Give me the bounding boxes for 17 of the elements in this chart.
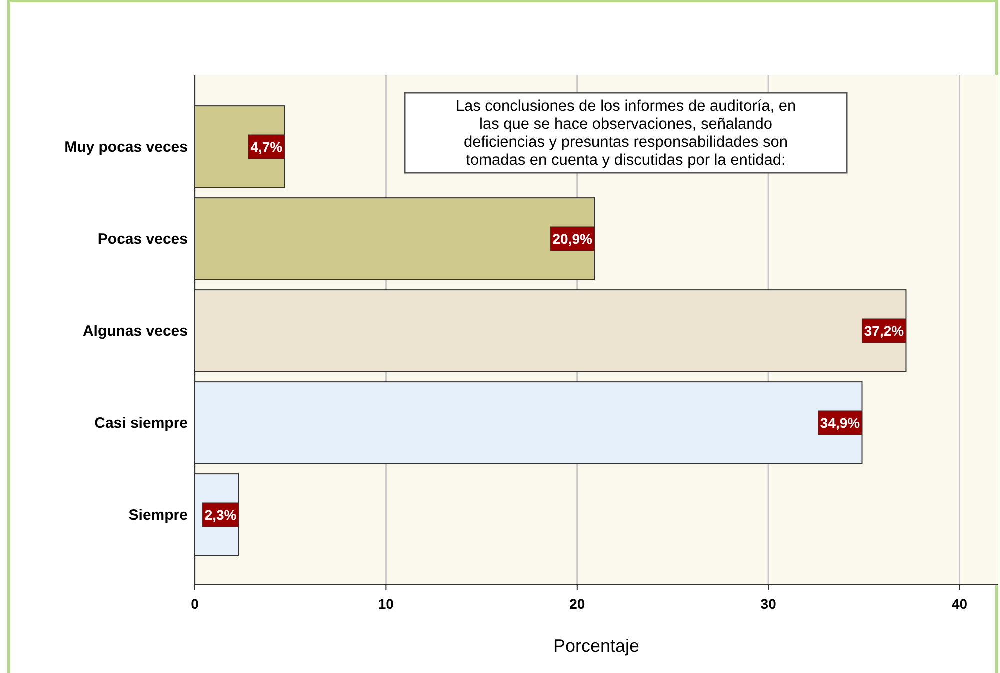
x-axis-title: Porcentaje	[553, 636, 640, 656]
x-tick-label: 40	[952, 596, 968, 612]
y-tick-label: Muy pocas veces	[64, 139, 188, 156]
x-tick-label: 30	[760, 596, 777, 612]
x-tick-label: 0	[191, 596, 200, 612]
data-label: 4,7%	[250, 139, 284, 155]
data-label: 20,9%	[552, 231, 593, 247]
y-tick-label: Siempre	[128, 507, 188, 524]
x-tick-label: 10	[378, 596, 394, 612]
data-label: 2,3%	[204, 507, 238, 523]
data-label: 37,2%	[864, 323, 905, 339]
y-tick-label: Algunas veces	[82, 323, 188, 340]
data-label: 34,9%	[820, 415, 861, 431]
x-tick-label: 20	[570, 596, 586, 612]
y-tick-label: Pocas veces	[98, 231, 188, 248]
y-tick-label: Casi siempre	[94, 415, 188, 432]
annotation: Las conclusiones de los informes de auditoría, en las que se hace observaciones, señalando deficiencias y presuntas responsabilidades son tomadas en cuenta y discutidas por la entidad:	[456, 98, 796, 169]
